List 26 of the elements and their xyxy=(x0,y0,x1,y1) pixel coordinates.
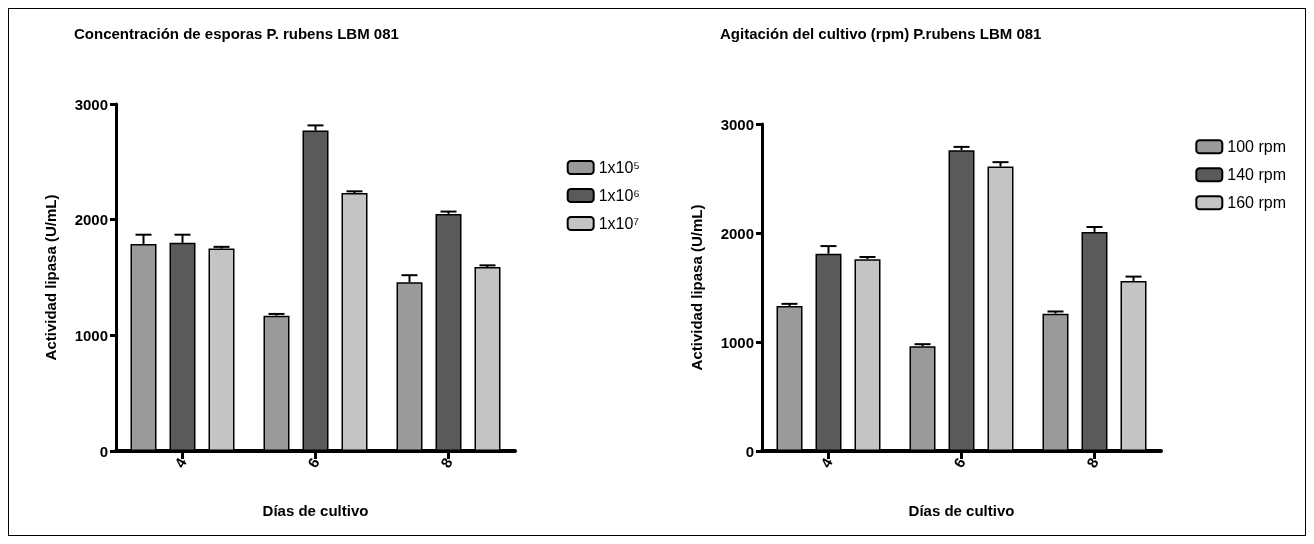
y-tick-label: 3000 xyxy=(720,115,754,133)
y-tick-label: 2000 xyxy=(74,211,108,229)
y-tick-label: 3000 xyxy=(74,95,108,113)
chart-title: Agitación del cultivo (rpm) P.rubens LBM 081 xyxy=(720,25,1042,42)
y-tick-label: 0 xyxy=(99,442,108,460)
legend-label: 100 rpm xyxy=(1227,138,1287,156)
legend-label: 160 rpm xyxy=(1227,194,1287,212)
x-tick-label: 6 xyxy=(303,454,323,471)
y-tick-label: 1000 xyxy=(720,333,754,351)
y-tick-label: 1000 xyxy=(74,326,108,344)
y-axis-title: Actividad lipasa (U/mL) xyxy=(42,194,59,361)
legend-label: 1x10⁶ xyxy=(598,187,640,205)
legend-label: 1x10⁵ xyxy=(598,159,640,177)
x-tick-label: 8 xyxy=(1082,454,1102,471)
chart-title: Concentración de esporas P. rubens LBM 081 xyxy=(74,25,399,42)
x-tick-label: 8 xyxy=(436,454,456,471)
x-axis-title: Días de cultivo xyxy=(262,502,369,519)
x-tick-label: 6 xyxy=(949,454,969,471)
y-tick-label: 2000 xyxy=(720,224,754,242)
y-tick-label: 0 xyxy=(745,442,754,460)
x-tick-label: 4 xyxy=(170,454,191,471)
x-tick-label: 4 xyxy=(816,454,837,471)
legend-label: 1x10⁷ xyxy=(598,215,640,233)
x-axis-title: Días de cultivo xyxy=(908,502,1015,519)
y-axis-title: Actividad lipasa (U/mL) xyxy=(688,204,705,371)
legend-label: 140 rpm xyxy=(1227,166,1287,184)
